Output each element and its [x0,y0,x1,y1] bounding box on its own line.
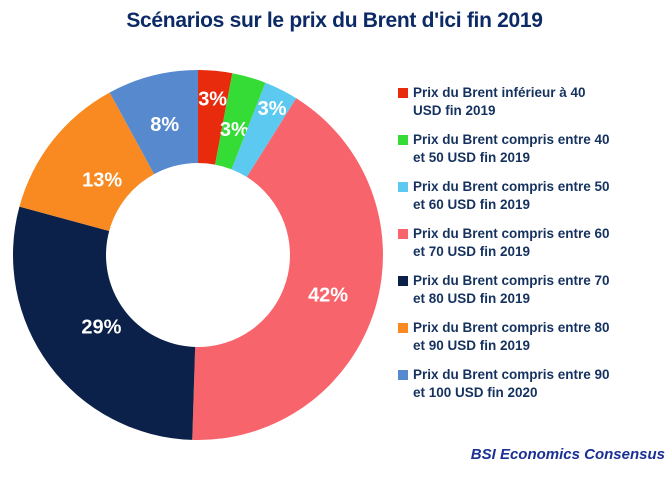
pie-slice [12,206,196,440]
legend-color-swatch-icon [398,135,408,145]
pie-slice [19,92,155,231]
legend-color-swatch-icon [398,370,408,380]
legend-item: Prix du Brent inférieur à 40 USD fin 2019 [398,84,664,120]
legend-item: Prix du Brent compris entre 50 et 60 USD … [398,178,664,214]
slice-data-label: 42% [308,285,348,307]
pie-slice [231,82,297,178]
legend-label: Prix du Brent compris entre 70 et 80 USD … [413,273,610,306]
legend-item: Prix du Brent compris entre 80 et 90 USD … [398,319,664,355]
legend-color-swatch-icon [398,229,408,239]
slice-data-label: 29% [81,317,121,339]
pie-slice [109,70,198,175]
legend-label: Prix du Brent compris entre 90 et 100 USD… [413,367,610,400]
legend-label: Prix du Brent compris entre 80 et 90 USD … [413,320,610,353]
legend-label: Prix du Brent compris entre 40 et 50 USD … [413,132,610,165]
legend-label: Prix du Brent compris entre 50 et 60 USD … [413,179,610,212]
chart-source: BSI Economics Consensus [470,446,665,463]
legend-color-swatch-icon [398,88,408,98]
chart-title: Scénarios sur le prix du Brent d'ici fin… [126,9,543,32]
donut-svg: 3% 3% 3% 42% 29% 13% 8% [12,70,383,441]
legend-item: Prix du Brent compris entre 60 et 70 USD … [398,225,664,261]
slice-data-label: 3% [198,88,227,110]
slice-data-label: 3% [258,98,287,120]
legend-item: Prix du Brent compris entre 90 et 100 USD… [398,366,664,402]
pie-slice [215,73,266,170]
slice-data-label: 3% [220,119,249,141]
legend-item: Prix du Brent compris entre 40 et 50 USD … [398,131,664,167]
legend-label: Prix du Brent inférieur à 40 USD fin 2019 [413,85,586,118]
legend-color-swatch-icon [398,182,408,192]
legend-item: Prix du Brent compris entre 70 et 80 USD … [398,272,664,308]
pie-slice [198,70,233,165]
donut-chart: 3% 3% 3% 42% 29% 13% 8% [0,57,400,457]
legend-label: Prix du Brent compris entre 60 et 70 USD … [413,226,610,259]
legend-color-swatch-icon [398,323,408,333]
pie-slice [192,98,383,441]
legend-color-swatch-icon [398,276,408,286]
slice-data-label: 13% [82,169,122,191]
legend: Prix du Brent inférieur à 40 USD fin 2019… [398,84,664,402]
slice-data-label: 8% [150,114,179,136]
